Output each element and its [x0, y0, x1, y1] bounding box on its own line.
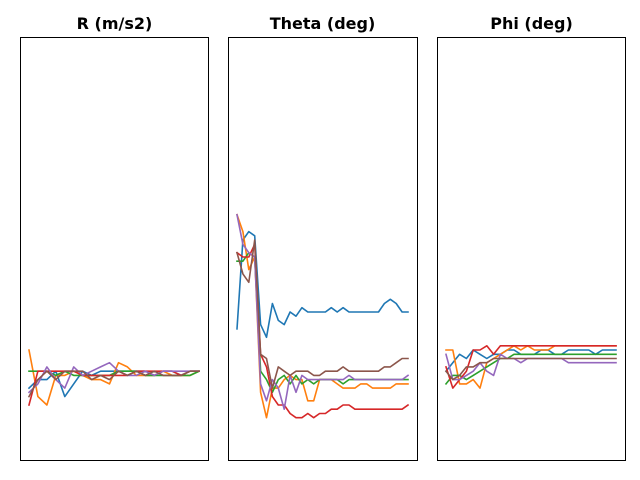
- panel-phi-series: [444, 344, 617, 389]
- panel-theta-frame: [228, 37, 418, 461]
- panel-r-series: [27, 349, 201, 406]
- panel-phi-series-line-6: [444, 357, 617, 381]
- panel-theta-series-line-2: [235, 213, 409, 419]
- panel-phi-title: Phi (deg): [490, 14, 573, 33]
- panel-theta-series: [235, 213, 410, 419]
- panel-theta: Theta (deg): [228, 14, 418, 461]
- panel-phi-series-line-4: [444, 344, 617, 389]
- panel-theta-series-line-3: [236, 251, 409, 394]
- panel-theta-series-line-4: [235, 243, 410, 419]
- panel-theta-title: Theta (deg): [270, 14, 376, 33]
- panel-phi-series-line-3: [444, 353, 617, 386]
- panel-theta-series-line-6: [236, 239, 409, 389]
- panel-phi: Phi (deg): [437, 14, 626, 461]
- panel-phi-frame: [437, 37, 626, 461]
- panel-r: R (m/s2): [20, 14, 209, 461]
- panel-r-series-line-6: [27, 370, 200, 398]
- panel-r-frame: [20, 37, 209, 461]
- panel-r-series-line-5: [27, 361, 200, 394]
- panel-theta-series-line-1: [236, 230, 409, 339]
- panel-theta-series-line-5: [236, 213, 410, 411]
- panel-r-title: R (m/s2): [77, 14, 153, 33]
